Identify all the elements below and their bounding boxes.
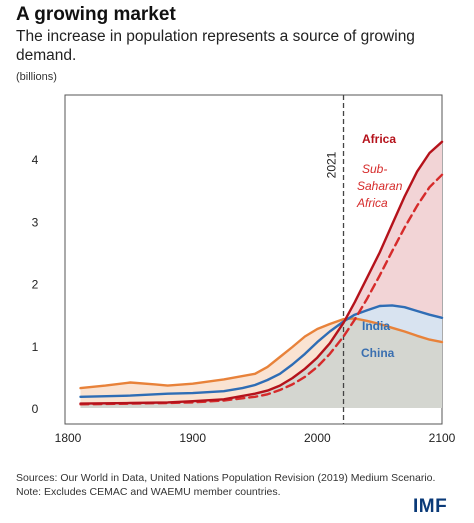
exclusion-note: Note: Excludes CEMAC and WAEMU member co…	[16, 486, 281, 498]
label-china: China	[361, 346, 395, 360]
y-tick-2: 2	[32, 278, 39, 292]
y-tick-4: 4	[32, 153, 39, 167]
imf-logo: IMF	[413, 496, 448, 517]
label-africa: Africa	[362, 132, 396, 146]
x-tick-1800: 1800	[55, 431, 82, 445]
y-tick-1: 1	[32, 340, 39, 354]
unit-label: (billions)	[16, 71, 57, 83]
label-ssa-line-2: Saharan	[357, 179, 403, 193]
sources-note: Sources: Our World in Data, United Natio…	[16, 472, 436, 484]
line-china	[79, 317, 444, 390]
y-tick-3: 3	[32, 215, 39, 229]
label-ssa-line-3: Africa	[356, 196, 388, 210]
x-tick-1900: 1900	[179, 431, 206, 445]
x-tick-2000: 2000	[304, 431, 331, 445]
line-africa	[79, 140, 444, 405]
label-india: India	[362, 319, 390, 333]
marker-2021-label: 2021	[325, 151, 339, 178]
area-overlap	[80, 318, 442, 408]
label-ssa-line-1: Sub-	[362, 162, 387, 176]
chart-subtitle: The increase in population represents a …	[16, 28, 415, 64]
y-tick-0: 0	[32, 402, 39, 416]
x-tick-2100: 2100	[429, 431, 456, 445]
chart-title: A growing market	[16, 4, 176, 25]
label-sub-saharan-africa: Sub- Saharan Africa	[356, 162, 403, 210]
line-india	[79, 304, 444, 398]
